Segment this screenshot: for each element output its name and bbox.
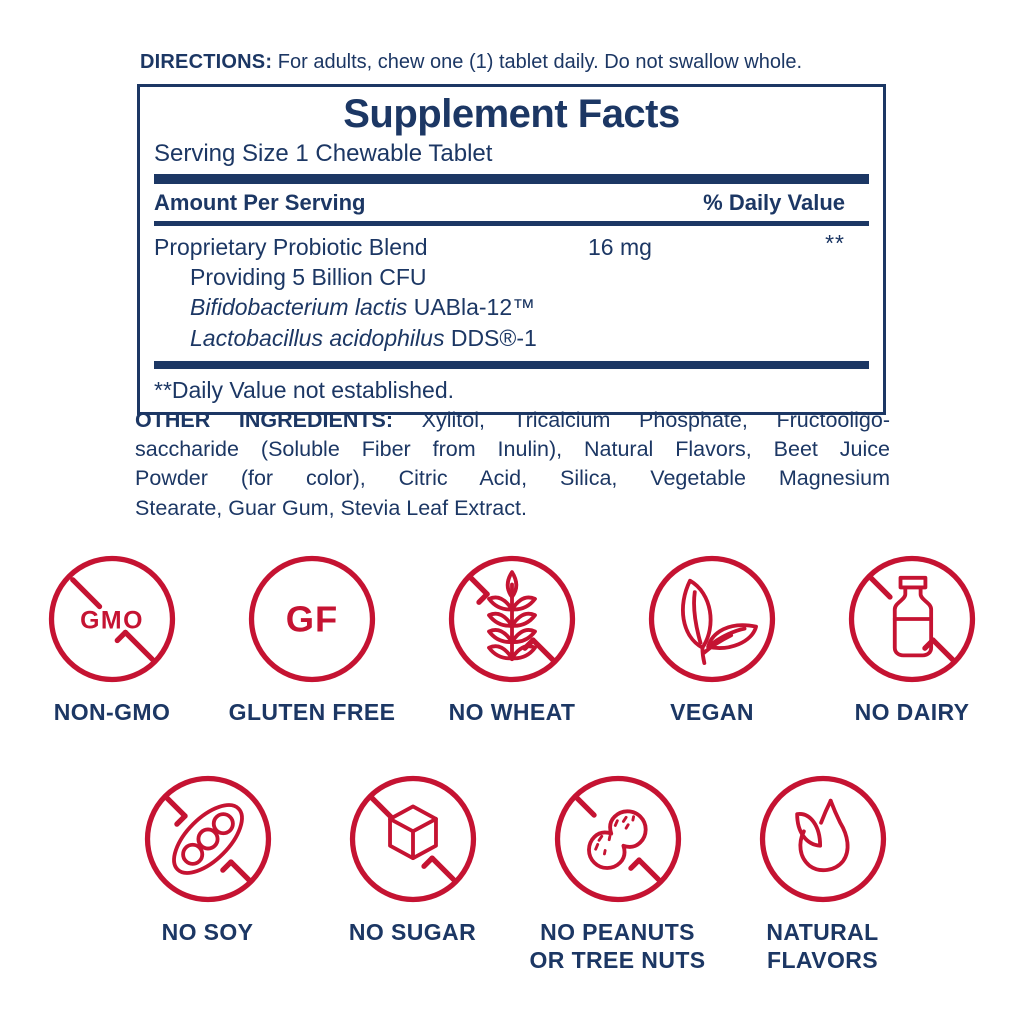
serving-size: Serving Size 1 Chewable Tablet: [154, 140, 493, 168]
badges-row-2: NO SOY NO SUGAR NO PEANUTS OR TREE NUTS …: [105, 772, 925, 974]
badge-gluten-free: GF GLUTEN FREE: [212, 552, 412, 727]
no-gmo-icon: GMO: [48, 555, 176, 683]
supplement-facts-panel: Supplement Facts Serving Size 1 Chewable…: [137, 84, 886, 416]
directions-line: DIRECTIONS: For adults, chew one (1) tab…: [140, 50, 910, 74]
badge-no-sugar: NO SUGAR: [310, 772, 515, 974]
strain-species: Lactobacillus acidophilus: [190, 324, 445, 351]
strain-species: Bifidobacterium lactis: [190, 294, 408, 321]
badge-label: NO WHEAT: [448, 699, 576, 725]
directions-label: DIRECTIONS:: [140, 51, 273, 73]
badge-label: GLUTEN FREE: [228, 699, 396, 725]
no-soy-icon: [144, 775, 271, 903]
badge-label: NON-GMO: [53, 699, 171, 725]
strain-row: Lactobacillus acidophilus DDS®-1: [190, 325, 869, 352]
other-ingredients-line: Powder (for color), Citric Acid, Silica,…: [135, 466, 890, 491]
other-ingredients: OTHER INGREDIENTS: Xylitol, Tricalcium P…: [135, 406, 890, 523]
no-wheat-icon: [448, 555, 576, 683]
supplement-facts-title: Supplement Facts: [343, 92, 680, 136]
badge-natural-flavors: NATURAL FLAVORS: [720, 772, 925, 974]
daily-value-footnote: **Daily Value not established.: [154, 376, 455, 403]
badge-no-soy: NO SOY: [105, 772, 310, 974]
blend-providing: Providing 5 Billion CFU: [190, 264, 427, 291]
strain-row: Bifidobacterium lactis UABla-12™: [190, 294, 869, 321]
other-ingredients-line: saccharide (Soluble Fiber from Inulin), …: [135, 437, 890, 462]
badge-vegan: VEGAN: [612, 552, 812, 727]
blend-row: Proprietary Probiotic Blend 16 mg **: [154, 230, 869, 261]
badge-label: NO SUGAR: [348, 919, 477, 945]
directions-text: For adults, chew one (1) tablet daily. D…: [272, 51, 803, 73]
svg-text:GF: GF: [286, 598, 338, 639]
badge-no-wheat: NO WHEAT: [412, 552, 612, 727]
badge-label: NO PEANUTS OR TREE NUTS: [529, 919, 706, 973]
other-ingredients-label: OTHER INGREDIENTS:: [135, 408, 393, 432]
other-ingredients-line: Stearate, Guar Gum, Stevia Leaf Extract.: [135, 495, 527, 520]
no-dairy-icon: [848, 555, 976, 683]
strain-code: DDS®-1: [444, 324, 537, 351]
badge-no-dairy: NO DAIRY: [812, 552, 1012, 727]
daily-value-header: % Daily Value: [703, 190, 845, 216]
no-peanuts-icon: [554, 775, 681, 903]
no-sugar-icon: [349, 775, 476, 903]
facts-header-row: Amount Per Serving % Daily Value: [154, 184, 869, 221]
strain-code: UABla-12™: [407, 294, 536, 321]
badges-row-1: GMO NON-GMO GF GLUTEN FREE NO WHEAT VEGA…: [12, 552, 1012, 727]
badge-label: NO DAIRY: [854, 699, 970, 725]
blend-name: Proprietary Probiotic Blend: [154, 234, 428, 261]
vegan-leaves-icon: [648, 555, 776, 683]
blend-amount: 16 mg: [588, 234, 652, 261]
blend-daily-value: **: [825, 230, 845, 257]
gluten-free-icon: GF: [248, 555, 376, 683]
badge-label: VEGAN: [670, 699, 754, 725]
divider-bar-semi: [154, 360, 869, 369]
amount-per-serving-header: Amount Per Serving: [154, 190, 366, 216]
svg-text:GMO: GMO: [80, 607, 144, 635]
natural-flavors-icon: [759, 775, 886, 903]
divider-bar-thick: [154, 174, 869, 185]
badge-label: NO SOY: [161, 919, 254, 945]
badge-non-gmo: GMO NON-GMO: [12, 552, 212, 727]
badge-no-peanuts: NO PEANUTS OR TREE NUTS: [515, 772, 720, 974]
other-ingredients-line: OTHER INGREDIENTS: Xylitol, Tricalcium P…: [135, 408, 890, 432]
divider-bar-medium: [154, 221, 869, 227]
badge-label: NATURAL FLAVORS: [766, 919, 879, 973]
